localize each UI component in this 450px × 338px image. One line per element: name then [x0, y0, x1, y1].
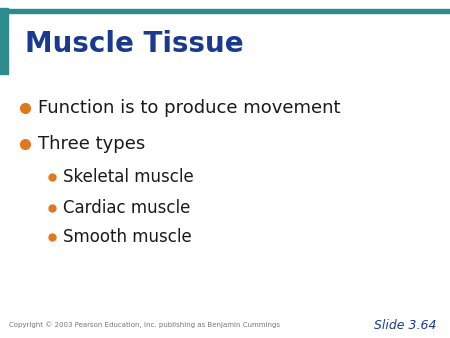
Text: Copyright © 2003 Pearson Education, Inc. publishing as Benjamin Cummings: Copyright © 2003 Pearson Education, Inc.…	[9, 322, 280, 329]
Bar	[0, 8, 8, 74]
Text: Skeletal muscle: Skeletal muscle	[63, 168, 194, 187]
Text: Three types: Three types	[38, 135, 145, 153]
Text: Muscle Tissue: Muscle Tissue	[25, 30, 243, 58]
Bar	[0, 9, 450, 13]
Text: Cardiac muscle: Cardiac muscle	[63, 199, 190, 217]
Text: Slide 3.64: Slide 3.64	[374, 319, 436, 332]
Text: Function is to produce movement: Function is to produce movement	[38, 99, 341, 117]
Text: Smooth muscle: Smooth muscle	[63, 227, 192, 246]
